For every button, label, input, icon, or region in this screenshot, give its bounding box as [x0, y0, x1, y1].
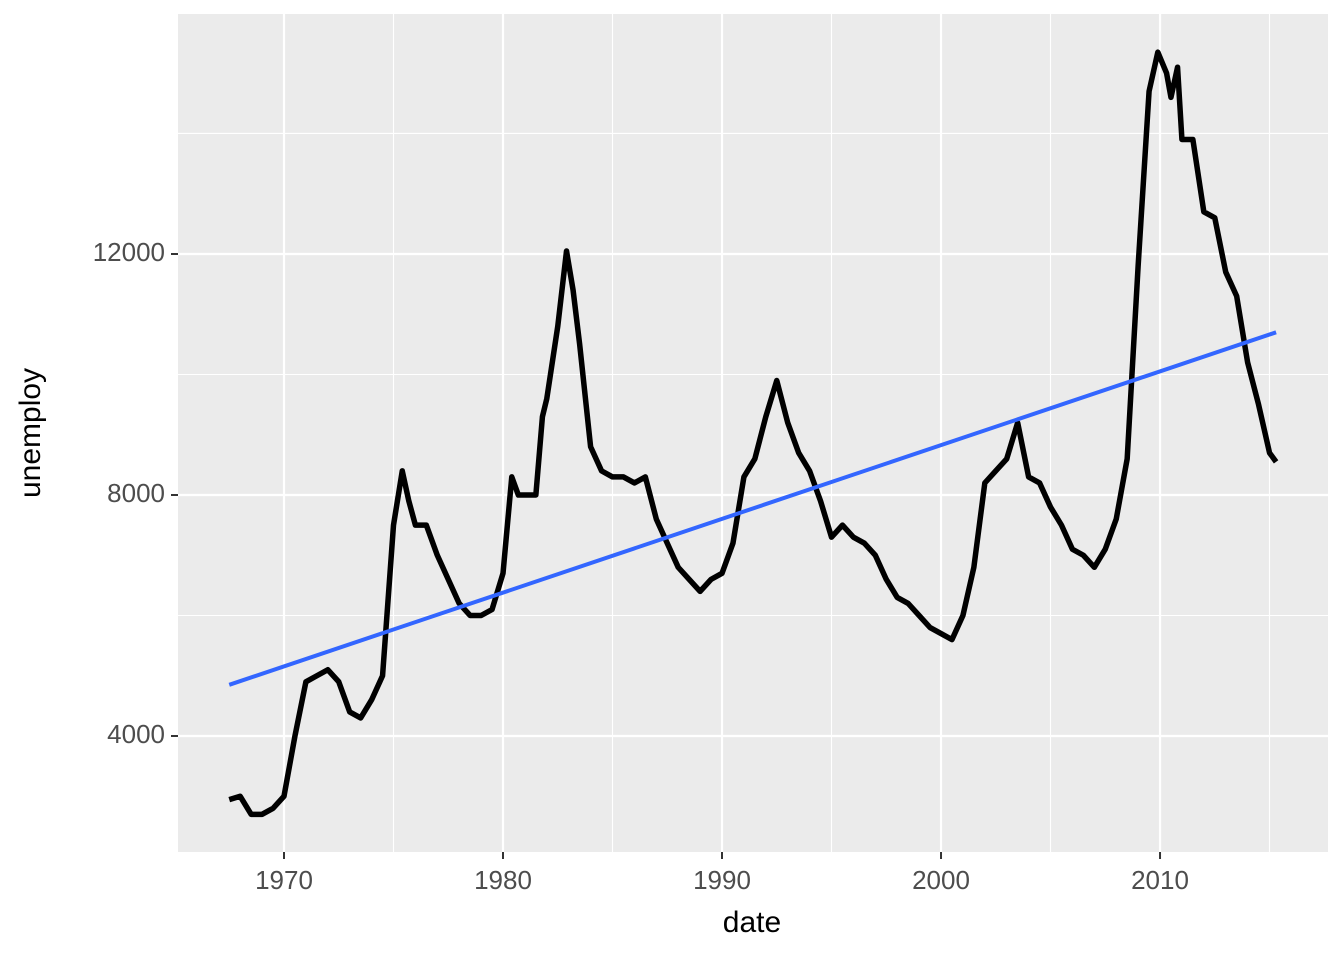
data-line [228, 49, 1279, 818]
y-axis-title: unemploy [14, 368, 47, 498]
y-tick-label: 12000 [93, 237, 165, 267]
trend-line [228, 330, 1277, 687]
x-tick-label: 2000 [912, 865, 970, 895]
x-tick-label: 1980 [474, 865, 532, 895]
x-tick-label: 1990 [693, 865, 751, 895]
panel [178, 14, 1328, 852]
x-tick-label: 1970 [255, 865, 313, 895]
x-axis-title: date [723, 906, 781, 939]
y-tick-label: 4000 [107, 719, 165, 749]
y-tick-label: 8000 [107, 478, 165, 508]
x-tick-label: 2010 [1131, 865, 1189, 895]
